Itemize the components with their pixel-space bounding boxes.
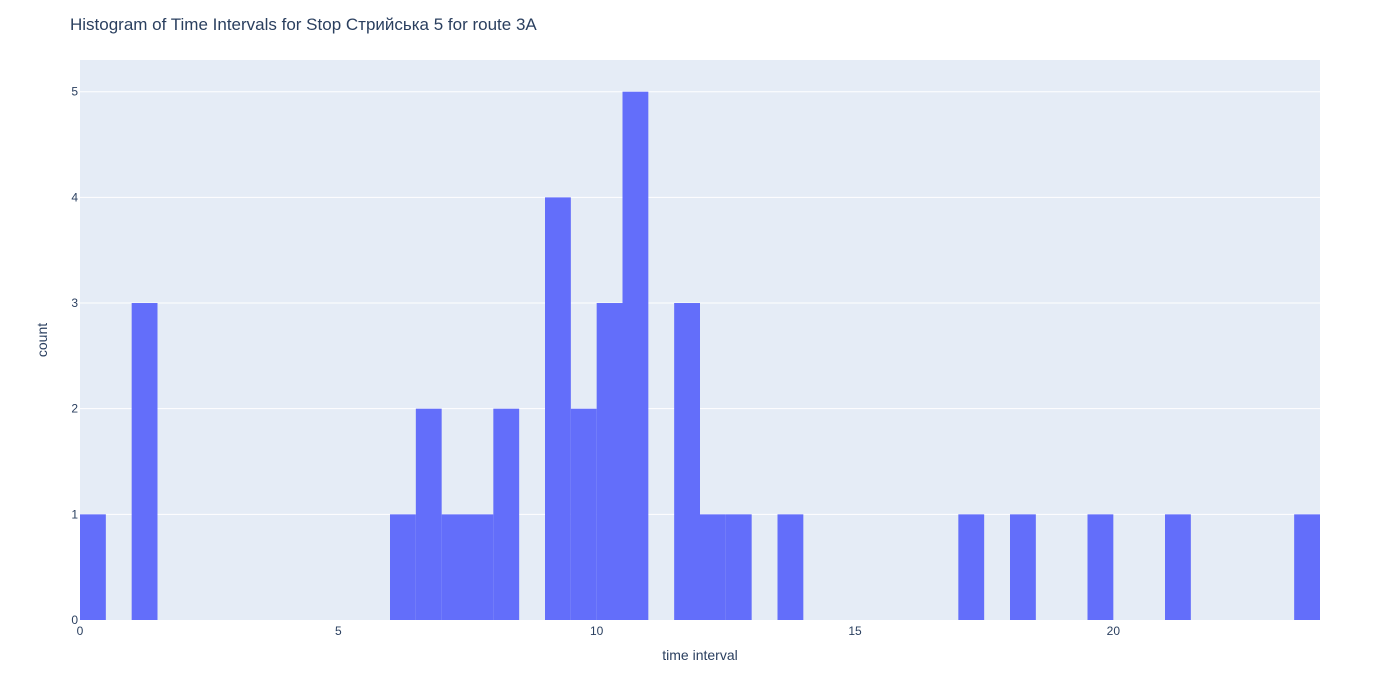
bars bbox=[80, 91, 1320, 620]
y-tick-label: 4 bbox=[71, 190, 78, 204]
histogram-bar[interactable] bbox=[700, 514, 726, 620]
y-tick-label: 2 bbox=[71, 402, 78, 416]
histogram-bar[interactable] bbox=[777, 514, 804, 620]
histogram-bar[interactable] bbox=[131, 303, 158, 620]
chart-title: Histogram of Time Intervals for Stop Стр… bbox=[70, 15, 537, 34]
histogram-bar[interactable] bbox=[415, 408, 442, 620]
histogram-bar[interactable] bbox=[80, 514, 106, 620]
x-axis-ticks: 0 5 10 15 20 bbox=[77, 624, 1121, 638]
histogram-bar[interactable] bbox=[390, 514, 416, 620]
y-tick-label: 3 bbox=[71, 296, 78, 310]
histogram-bar[interactable] bbox=[958, 514, 985, 620]
histogram-bar[interactable] bbox=[467, 514, 494, 620]
histogram-bar[interactable] bbox=[545, 197, 571, 620]
histogram-bar[interactable] bbox=[622, 91, 649, 620]
y-axis-label: count bbox=[34, 323, 50, 357]
y-tick-label: 5 bbox=[71, 85, 78, 99]
x-tick-label: 5 bbox=[335, 624, 342, 638]
histogram-bar[interactable] bbox=[725, 514, 752, 620]
x-tick-label: 20 bbox=[1107, 624, 1121, 638]
histogram-bar[interactable] bbox=[596, 303, 623, 620]
x-axis-label: time interval bbox=[662, 647, 737, 663]
histogram-bar[interactable] bbox=[1165, 514, 1191, 620]
y-tick-label: 0 bbox=[71, 613, 78, 627]
histogram-bar[interactable] bbox=[570, 408, 597, 620]
x-tick-label: 15 bbox=[848, 624, 862, 638]
histogram-bar[interactable] bbox=[1010, 514, 1036, 620]
histogram-bar[interactable] bbox=[674, 303, 700, 620]
y-axis-ticks: 0 1 2 3 4 5 bbox=[71, 85, 78, 627]
histogram-bar[interactable] bbox=[441, 514, 468, 620]
histogram-bar[interactable] bbox=[1294, 514, 1320, 620]
x-tick-label: 10 bbox=[590, 624, 604, 638]
histogram-bar[interactable] bbox=[1087, 514, 1114, 620]
x-tick-label: 0 bbox=[77, 624, 84, 638]
histogram-bar[interactable] bbox=[493, 408, 520, 620]
y-tick-label: 1 bbox=[71, 507, 78, 521]
